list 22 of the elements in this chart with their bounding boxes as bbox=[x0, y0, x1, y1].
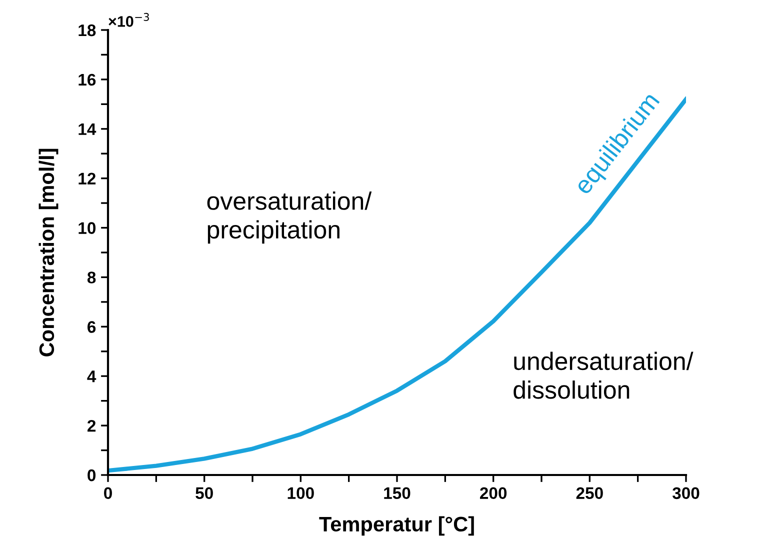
x-tick-label: 100 bbox=[288, 487, 314, 500]
y-axis-title: Concentration [mol/l] bbox=[38, 148, 58, 356]
y-tick-label: 14 bbox=[78, 123, 96, 135]
x-tick-label: 150 bbox=[384, 487, 410, 500]
annotation: oversaturation/ precipitation bbox=[207, 192, 372, 244]
text: ×10$^{−3}$ bbox=[108, 12, 149, 27]
y-tick-label: 4 bbox=[87, 370, 96, 382]
y-tick-label: 2 bbox=[88, 420, 96, 432]
y-tick-label: 16 bbox=[78, 74, 96, 86]
x-tick-label: 50 bbox=[196, 487, 213, 500]
x-tick-label: 0 bbox=[104, 487, 112, 500]
y-tick-label: 8 bbox=[87, 272, 96, 284]
x-axis-title: Temperatur [°C] bbox=[319, 516, 474, 536]
x-tick-label: 250 bbox=[576, 487, 603, 500]
x-tick-label: 300 bbox=[672, 487, 700, 500]
y-tick-label: 0 bbox=[88, 469, 96, 482]
x-tick-label: 200 bbox=[480, 487, 507, 500]
y-tick-label: 6 bbox=[88, 321, 96, 333]
y-tick-label: 10 bbox=[78, 222, 96, 234]
annotation: undersaturation/ dissolution bbox=[514, 352, 694, 399]
y-tick-label: 18 bbox=[78, 24, 96, 36]
y-tick-label: 12 bbox=[78, 172, 96, 184]
